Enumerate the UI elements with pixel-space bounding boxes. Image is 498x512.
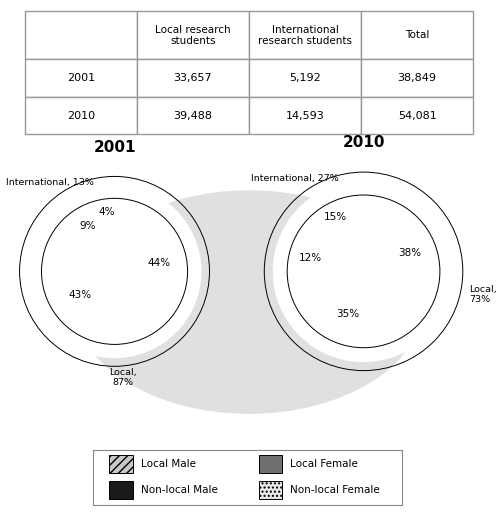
Bar <box>109 455 132 473</box>
Wedge shape <box>287 226 364 281</box>
Text: Non-local Female: Non-local Female <box>290 485 380 495</box>
Bar <box>258 455 282 473</box>
Wedge shape <box>115 198 188 339</box>
Text: 43%: 43% <box>68 290 91 300</box>
Wedge shape <box>41 221 141 345</box>
Bar <box>109 481 132 499</box>
Text: International, 13%: International, 13% <box>6 178 94 187</box>
Text: Local Female: Local Female <box>290 459 358 469</box>
Wedge shape <box>97 198 115 271</box>
Wedge shape <box>302 195 364 271</box>
Text: International, 27%: International, 27% <box>250 174 338 183</box>
Text: 12%: 12% <box>299 253 322 263</box>
Text: 9%: 9% <box>80 221 96 231</box>
Bar <box>258 481 282 499</box>
Circle shape <box>273 181 454 361</box>
Title: 2001: 2001 <box>93 140 136 155</box>
Text: 35%: 35% <box>337 309 360 319</box>
Wedge shape <box>364 195 440 327</box>
Text: Non-local Male: Non-local Male <box>140 485 218 495</box>
Text: Local,
87%: Local, 87% <box>110 368 137 387</box>
Wedge shape <box>288 271 416 348</box>
Text: Local Male: Local Male <box>140 459 196 469</box>
Title: 2010: 2010 <box>342 135 385 150</box>
Text: 4%: 4% <box>99 207 115 217</box>
Circle shape <box>75 191 423 413</box>
Text: 44%: 44% <box>147 258 171 268</box>
Text: 15%: 15% <box>324 212 348 222</box>
Wedge shape <box>61 201 115 271</box>
FancyBboxPatch shape <box>93 451 402 504</box>
Text: 38%: 38% <box>398 248 421 258</box>
Text: Local,
73%: Local, 73% <box>469 285 497 304</box>
Circle shape <box>28 185 201 357</box>
